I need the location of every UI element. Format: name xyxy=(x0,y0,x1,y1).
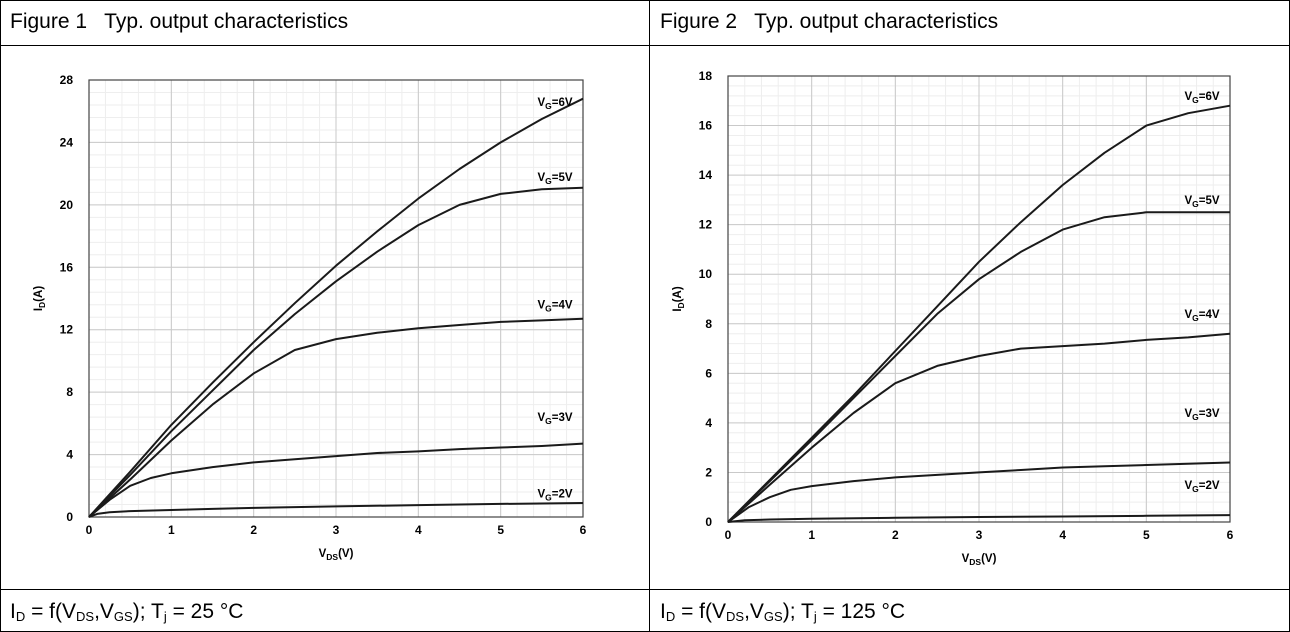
x-axis-label: VDS(V) xyxy=(319,548,354,562)
figure-1-chart: 0 1 2 3 4 5 60481216202428VDS(V)ID(A)VG=6VVG=5… xyxy=(33,73,587,562)
figure-1-header-cell: Figure 1 Typ. output characteristics xyxy=(0,0,650,46)
footer-t-sub: j xyxy=(163,609,167,624)
series-label-4: VG=3V xyxy=(537,412,572,426)
y-tick-label: 10 xyxy=(699,267,713,281)
footer-comma: ,V xyxy=(744,600,764,623)
y-tick-label: 20 xyxy=(60,198,74,212)
series-label-3: VG=4V xyxy=(1184,309,1219,323)
figure-2-title: Figure 2 Typ. output characteristics xyxy=(660,10,999,33)
footer-i-sub: D xyxy=(665,609,676,624)
footer-i: I xyxy=(660,600,666,623)
x-tick-label: 5 xyxy=(1143,528,1150,542)
footer-vgs-sub: GS xyxy=(113,609,133,624)
footer-temp: = 125 °C xyxy=(816,600,906,623)
footer-vds-sub: DS xyxy=(76,609,95,624)
x-tick-label: 5 xyxy=(497,523,504,537)
plot-area: 0 1 2 3 4 5 6024681012141618VDS(V)ID(A)VG=6VVG… xyxy=(672,69,1234,567)
series-label-2: VG=5V xyxy=(1184,195,1219,209)
figure-2-footer-cell: ID = f(VDS,VGS); Tj = 125 °C xyxy=(650,590,1290,632)
plot-frame xyxy=(88,79,584,518)
x-axis-label: VDS(V) xyxy=(962,553,997,567)
series-label-1: VG=6V xyxy=(1184,91,1219,105)
footer-vds-sub: DS xyxy=(726,609,745,624)
x-tick-label: 2 xyxy=(250,523,257,537)
y-tick-label: 2 xyxy=(705,465,712,479)
footer-i: I xyxy=(10,600,16,623)
series-label-1: VG=6V xyxy=(537,97,572,111)
figure-2-chart-cell: 0 1 2 3 4 5 6 0 2 4 6 8 10 12 14 16 18 VDS(V) ID(A) VG=6V VG… xyxy=(650,46,1290,590)
footer-t-sub: j xyxy=(813,609,817,624)
footer-mid2: ); T xyxy=(132,600,164,623)
series-line-4 xyxy=(727,461,1231,523)
y-tick-label: 16 xyxy=(699,119,713,133)
figure-1-footer: ID = f(VDS,VGS); Tj = 25 °C xyxy=(10,600,243,624)
series-line-2 xyxy=(88,186,584,518)
footer-i-sub: D xyxy=(15,609,26,624)
y-axis-label: ID(A) xyxy=(33,286,47,311)
series-line-5 xyxy=(727,514,1231,523)
footer-vgs-sub: GS xyxy=(763,609,783,624)
footer-comma: ,V xyxy=(94,600,114,623)
y-tick-label: 0 xyxy=(705,515,712,529)
figure-1-footer-cell: ID = f(VDS,VGS); Tj = 25 °C xyxy=(0,590,650,632)
series-line-4 xyxy=(88,442,584,518)
y-tick-label: 14 xyxy=(699,168,713,182)
footer-mid1: = f(V xyxy=(675,600,727,623)
footer-mid2: ); T xyxy=(782,600,814,623)
x-tick-label: 3 xyxy=(976,528,983,542)
x-tick-label: 2 xyxy=(892,528,899,542)
series-label-5: VG=2V xyxy=(1184,480,1219,494)
y-tick-label: 8 xyxy=(66,385,73,399)
y-tick-label: 28 xyxy=(60,73,74,87)
x-tick-label: 0 xyxy=(725,528,732,542)
y-tick-label: 4 xyxy=(705,416,712,430)
x-tick-label: 4 xyxy=(1059,528,1066,542)
series-line-1 xyxy=(727,104,1231,523)
y-axis-label: ID(A) xyxy=(672,286,686,311)
footer-mid1: = f(V xyxy=(25,600,77,623)
series-label-2: VG=5V xyxy=(537,172,572,186)
figure-1-title: Figure 1 Typ. output characteristics xyxy=(10,10,349,33)
x-tick-label: 1 xyxy=(168,523,175,537)
x-tick-label: 4 xyxy=(415,523,422,537)
plot-area: 0 1 2 3 4 5 60481216202428VDS(V)ID(A)VG=6VVG=5… xyxy=(33,73,587,562)
y-tick-label: 24 xyxy=(60,135,74,149)
x-tick-label: 6 xyxy=(1227,528,1234,542)
x-tick-label: 0 xyxy=(86,523,93,537)
y-tick-label: 8 xyxy=(705,317,712,331)
series-line-2 xyxy=(727,211,1230,523)
figure-1-chart-cell: 0 1 2 3 4 5 6 0 4 8 12 16 20 24 28 VDS(V) ID(A) VG=6V VG=5… xyxy=(0,46,650,590)
series-label-3: VG=4V xyxy=(537,300,572,314)
figure-2-chart: 0 1 2 3 4 5 6024681012141618VDS(V)ID(A)VG=6VVG… xyxy=(672,69,1234,567)
series-label-4: VG=3V xyxy=(1184,408,1219,422)
y-tick-label: 12 xyxy=(699,218,713,232)
y-tick-label: 12 xyxy=(60,323,74,337)
y-tick-label: 6 xyxy=(705,366,712,380)
x-tick-label: 1 xyxy=(808,528,815,542)
plot-frame xyxy=(727,75,1231,523)
series-line-3 xyxy=(727,332,1231,523)
figure-2-header-cell: Figure 2 Typ. output characteristics xyxy=(650,0,1290,46)
y-tick-label: 0 xyxy=(66,510,73,524)
footer-temp: = 25 °C xyxy=(166,600,244,623)
y-tick-label: 18 xyxy=(699,69,713,83)
series-line-1 xyxy=(88,97,584,518)
x-tick-label: 6 xyxy=(580,523,587,537)
figure-2-footer: ID = f(VDS,VGS); Tj = 125 °C xyxy=(660,600,905,624)
series-line-5 xyxy=(88,502,584,518)
y-tick-label: 16 xyxy=(60,260,74,274)
y-tick-label: 4 xyxy=(66,448,73,462)
series-label-5: VG=2V xyxy=(537,489,572,503)
series-line-3 xyxy=(88,317,584,518)
x-tick-label: 3 xyxy=(333,523,340,537)
